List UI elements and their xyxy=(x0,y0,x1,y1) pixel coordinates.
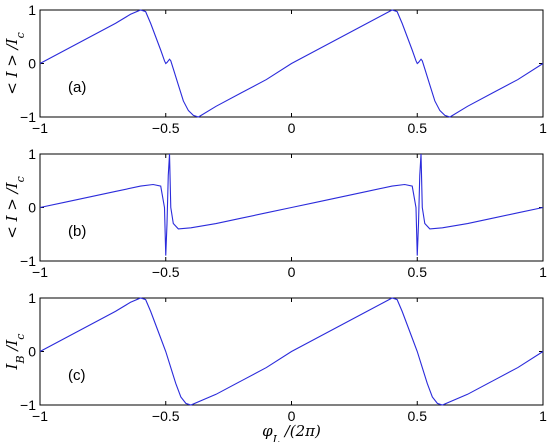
y-tick-label: −1 xyxy=(20,397,36,413)
x-tick-label: −1 xyxy=(32,264,48,280)
series-line xyxy=(39,153,544,256)
y-axis-label: IB /Ic xyxy=(3,334,27,371)
panel-b: −1 −0.5 0 0.5 1 1 0 −1 (b) < I > /Ic xyxy=(3,146,547,280)
panel-c: −1 −0.5 0 0.5 1 1 0 −1 (c) IB /Ic xyxy=(3,290,547,424)
y-tick-label: 1 xyxy=(28,146,36,162)
y-axis-label: < I > /Ic xyxy=(3,176,27,239)
x-tick-label: −0.5 xyxy=(152,408,180,424)
panel-label: (c) xyxy=(68,367,86,384)
x-tick-label: −1 xyxy=(32,120,48,136)
x-tick-label: −0.5 xyxy=(152,264,180,280)
y-tick-label: 0 xyxy=(28,200,36,216)
x-tick-label: 0.5 xyxy=(408,408,428,424)
x-axis-label: φL /(2π) xyxy=(262,422,321,442)
x-tick-label: 0.5 xyxy=(408,264,428,280)
x-tick-label: 0 xyxy=(288,120,296,136)
x-tick-label: 1 xyxy=(539,408,547,424)
x-tick-label: 1 xyxy=(539,264,547,280)
panel-a: −1 −0.5 0 0.5 1 1 0 −1 (a) < I > /Ic xyxy=(3,2,547,136)
y-tick-label: 0 xyxy=(28,344,36,360)
x-tick-label: 0.5 xyxy=(408,120,428,136)
panel-label: (b) xyxy=(68,223,86,240)
x-tick-label: 0 xyxy=(288,408,296,424)
y-tick-label: −1 xyxy=(20,253,36,269)
y-axis-label: < I > /Ic xyxy=(3,32,27,95)
series-line xyxy=(39,297,544,406)
x-tick-label: −1 xyxy=(32,408,48,424)
series-line xyxy=(39,9,544,118)
y-tick-label: −1 xyxy=(20,109,36,125)
y-tick-label: 0 xyxy=(28,56,36,72)
x-tick-label: 1 xyxy=(539,120,547,136)
y-tick-label: 1 xyxy=(28,290,36,306)
y-tick-label: 1 xyxy=(28,2,36,18)
x-tick-label: −0.5 xyxy=(152,120,180,136)
panel-label: (a) xyxy=(68,79,86,96)
x-tick-label: 0 xyxy=(288,264,296,280)
